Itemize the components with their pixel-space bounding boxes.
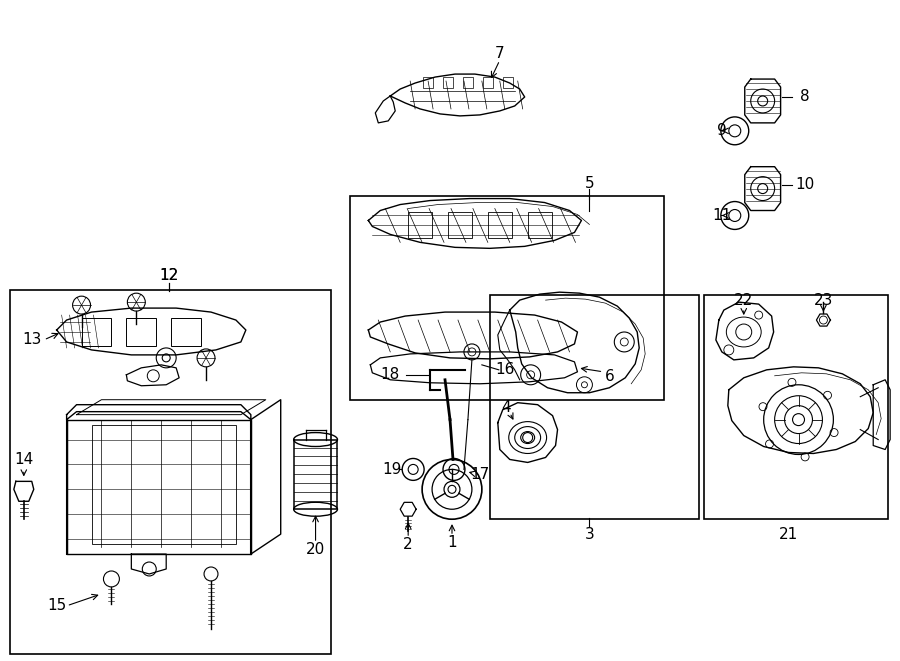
Text: 2: 2 xyxy=(403,537,413,551)
Text: 19: 19 xyxy=(382,462,402,477)
Text: 3: 3 xyxy=(584,527,594,541)
Bar xyxy=(409,212,432,239)
Text: 21: 21 xyxy=(778,527,798,541)
Text: 1: 1 xyxy=(447,535,457,549)
Bar xyxy=(126,318,157,346)
Bar xyxy=(443,77,453,88)
Text: 4: 4 xyxy=(501,400,510,415)
Text: 18: 18 xyxy=(381,368,400,382)
Bar xyxy=(527,212,552,239)
Text: 23: 23 xyxy=(814,293,833,307)
Bar xyxy=(82,318,112,346)
Text: 7: 7 xyxy=(495,46,505,61)
Text: 15: 15 xyxy=(47,598,67,613)
Text: 13: 13 xyxy=(22,332,41,348)
Text: 6: 6 xyxy=(605,369,614,384)
Text: 8: 8 xyxy=(800,89,809,104)
Bar xyxy=(350,196,664,400)
Text: 12: 12 xyxy=(159,268,179,283)
Text: 22: 22 xyxy=(734,293,753,307)
Text: 20: 20 xyxy=(306,541,325,557)
Bar xyxy=(488,212,512,239)
Text: 11: 11 xyxy=(712,208,732,223)
Bar xyxy=(10,290,330,654)
Text: 14: 14 xyxy=(14,452,33,467)
Bar xyxy=(483,77,493,88)
Text: 12: 12 xyxy=(159,268,179,283)
Text: 10: 10 xyxy=(795,177,815,192)
Bar xyxy=(704,295,888,519)
Bar xyxy=(503,77,513,88)
Text: 9: 9 xyxy=(717,124,726,138)
Bar xyxy=(448,212,472,239)
Bar xyxy=(490,295,699,519)
Bar xyxy=(423,77,433,88)
Bar xyxy=(92,424,236,544)
Bar xyxy=(171,318,201,346)
Text: 5: 5 xyxy=(585,176,594,191)
Bar xyxy=(463,77,473,88)
Text: 17: 17 xyxy=(470,467,490,482)
Text: 16: 16 xyxy=(495,362,515,377)
